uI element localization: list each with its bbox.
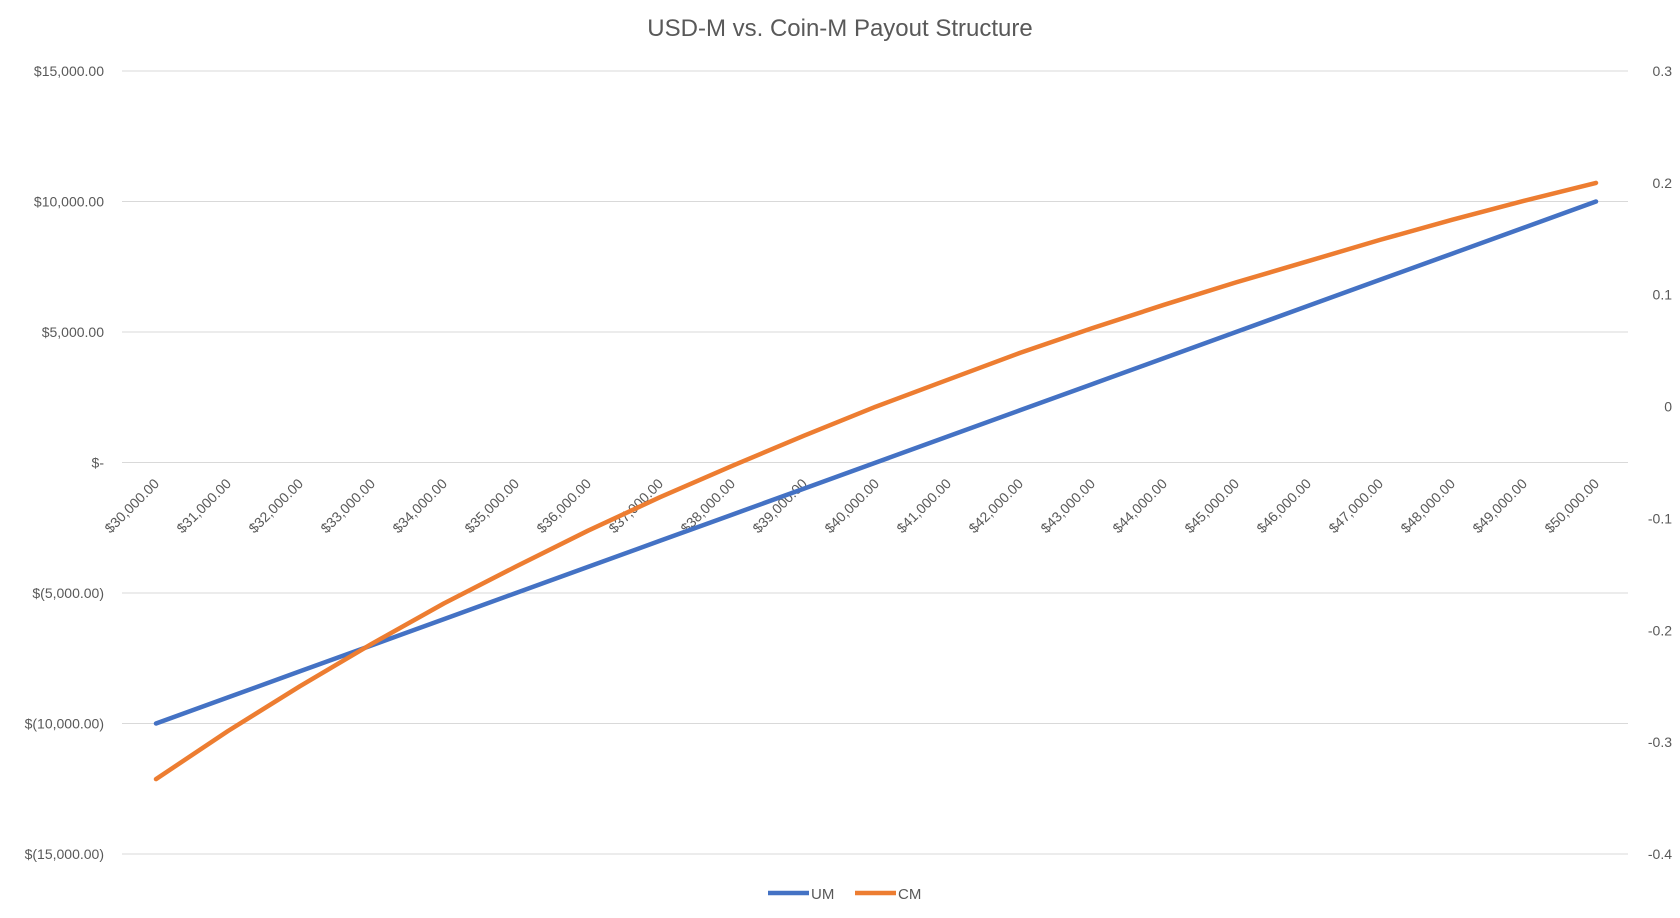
- chart-title: USD-M vs. Coin-M Payout Structure: [647, 15, 1032, 42]
- gridlines: [122, 70, 1628, 855]
- x-tick-label: $42,000.00: [965, 475, 1026, 536]
- left-tick-label: $10,000.00: [34, 194, 104, 210]
- legend: UM CM: [768, 886, 921, 903]
- right-axis-ticks: -0.4 -0.3 -0.2 -0.1 0 0.1 0.2 0.3: [1648, 63, 1672, 862]
- x-tick-label: $31,000.00: [173, 475, 234, 536]
- series-line-cm: [153, 180, 1599, 782]
- left-tick-label: $15,000.00: [34, 63, 104, 79]
- right-tick-label: -0.3: [1648, 734, 1672, 750]
- x-tick-label: $36,000.00: [533, 475, 594, 536]
- x-tick-label: $49,000.00: [1469, 475, 1530, 536]
- legend-label-cm: CM: [898, 886, 921, 903]
- right-tick-label: 0: [1664, 399, 1672, 415]
- left-tick-label: $-: [92, 455, 105, 471]
- x-tick-label: $40,000.00: [821, 475, 882, 536]
- series-lines: [153, 180, 1599, 782]
- right-tick-label: 0.1: [1653, 287, 1673, 303]
- right-tick-label: -0.4: [1648, 846, 1672, 862]
- right-tick-label: -0.2: [1648, 622, 1672, 638]
- x-tick-label: $34,000.00: [389, 475, 450, 536]
- x-tick-label: $46,000.00: [1253, 475, 1314, 536]
- x-tick-label: $50,000.00: [1541, 475, 1602, 536]
- x-tick-label: $44,000.00: [1109, 475, 1170, 536]
- x-tick-label: $33,000.00: [317, 475, 378, 536]
- right-tick-label: -0.1: [1648, 510, 1672, 526]
- x-tick-label: $37,000.00: [605, 475, 666, 536]
- x-tick-label: $35,000.00: [461, 475, 522, 536]
- x-axis-ticks: $30,000.00 $31,000.00 $32,000.00 $33,000.00…: [101, 475, 1602, 536]
- left-tick-label: $(15,000.00): [25, 846, 104, 862]
- right-tick-label: 0.3: [1653, 63, 1673, 79]
- left-tick-label: $(5,000.00): [32, 585, 104, 601]
- left-tick-label: $(10,000.00): [25, 716, 104, 732]
- legend-label-um: UM: [811, 886, 834, 903]
- x-tick-label: $30,000.00: [101, 475, 162, 536]
- x-tick-label: $47,000.00: [1325, 475, 1386, 536]
- series-line-um: [153, 199, 1599, 726]
- left-axis-ticks: $(15,000.00) $(10,000.00) $(5,000.00) $- $5,…: [25, 63, 105, 862]
- left-tick-label: $5,000.00: [42, 324, 104, 340]
- x-tick-label: $45,000.00: [1181, 475, 1242, 536]
- x-tick-label: $48,000.00: [1397, 475, 1458, 536]
- x-tick-label: $32,000.00: [245, 475, 306, 536]
- x-tick-label: $43,000.00: [1037, 475, 1098, 536]
- x-tick-label: $41,000.00: [893, 475, 954, 536]
- right-tick-label: 0.2: [1653, 175, 1673, 191]
